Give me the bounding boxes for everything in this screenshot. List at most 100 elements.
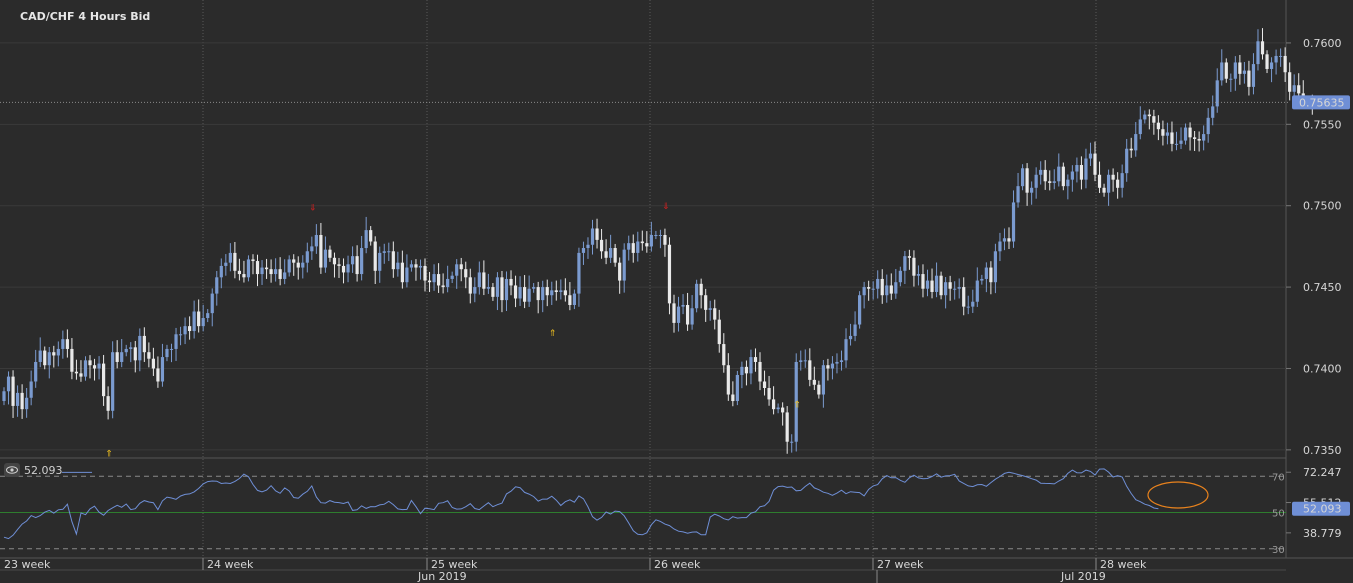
candle-body (794, 361, 798, 442)
candle-body (1256, 41, 1260, 65)
candle-body (314, 235, 318, 247)
candle-body (197, 311, 201, 327)
candle-body (1242, 70, 1246, 74)
candle-body (1288, 72, 1292, 92)
candle-body (1088, 153, 1093, 159)
month-label: Jun 2019 (417, 570, 467, 583)
candle-body (1138, 119, 1142, 135)
candle-body (1292, 85, 1296, 92)
candle-body (1057, 166, 1061, 182)
candle-body (953, 288, 957, 290)
candle-body (328, 249, 332, 258)
candle-body (925, 280, 930, 289)
candle-body (962, 287, 966, 307)
candle-body (1220, 62, 1224, 81)
candle-body (414, 264, 418, 268)
price-tick-label: 0.7600 (1303, 37, 1342, 50)
candle-body (581, 248, 586, 253)
candle-body (1197, 138, 1201, 141)
candle-body (609, 248, 613, 258)
candle-body (934, 275, 939, 292)
candle-body (151, 358, 155, 369)
candle-body (853, 324, 857, 336)
candle-body (1116, 179, 1120, 188)
candle-body (971, 301, 975, 307)
candle-body (799, 360, 803, 362)
candle-body (418, 265, 423, 268)
candle-body (355, 256, 359, 275)
candle-body (6, 376, 11, 392)
candle-body (509, 278, 513, 286)
candle-body (446, 278, 450, 288)
candle-body (527, 288, 531, 302)
eye-icon[interactable] (4, 463, 20, 477)
candle-body (1125, 148, 1129, 174)
candle-body (482, 272, 486, 289)
candle-body (513, 285, 518, 299)
fractal-up-marker: ⇓ (662, 202, 670, 212)
candle-body (613, 248, 617, 263)
candle-body (690, 308, 694, 325)
price-tick-label: 0.7400 (1303, 362, 1342, 375)
candle-body (826, 365, 830, 369)
rsi-indicator-header[interactable]: 52.093 (4, 463, 63, 477)
week-label: 27 week (877, 558, 924, 571)
candle-body (287, 259, 291, 273)
candle-body (545, 287, 549, 296)
candle-body (147, 352, 151, 359)
candle-body (731, 394, 735, 402)
candle-body (1097, 174, 1102, 188)
candle-body (1034, 174, 1038, 188)
candle-body (101, 363, 106, 397)
candle-body (215, 277, 219, 294)
candle-body (695, 283, 699, 309)
candle-body (387, 251, 391, 253)
candle-body (178, 334, 183, 336)
candle-body (29, 381, 33, 398)
candle-body (599, 239, 604, 252)
candle-body (572, 293, 577, 305)
candle-body (269, 269, 273, 275)
candle-body (948, 282, 952, 289)
candle-body (1061, 166, 1065, 187)
candle-body (1134, 134, 1138, 151)
candle-body (1039, 169, 1043, 175)
candle-body (20, 392, 24, 410)
candle-body (423, 265, 427, 281)
rsi-current-badge (1292, 501, 1350, 516)
candle-body (138, 335, 142, 361)
candle-body (369, 230, 373, 242)
candle-body (274, 269, 278, 275)
candle-body (201, 318, 205, 327)
candle-body (713, 308, 717, 320)
candle-body (92, 365, 97, 369)
candle-body (391, 251, 395, 270)
candle-body (491, 287, 495, 297)
candle-body (1002, 238, 1007, 242)
candle-body (1211, 106, 1215, 118)
candle-body (210, 293, 214, 314)
candle-body (817, 384, 821, 395)
candle-body (762, 381, 767, 389)
candle-body (903, 256, 907, 271)
candle-body (921, 274, 925, 289)
fractal-markers: ⇓ ⇓ ⇑ ⇑ ⇑ (105, 202, 801, 459)
candle-body (867, 287, 871, 289)
candle-body (1030, 187, 1034, 193)
candle-body (663, 235, 667, 245)
candle-body (1011, 202, 1016, 242)
candle-body (844, 339, 848, 361)
candle-body (1152, 116, 1156, 123)
week-label: 28 week (1100, 558, 1147, 571)
candle-body (1283, 55, 1287, 73)
candle-body (749, 357, 753, 374)
current-price-badge (1292, 95, 1350, 110)
candle-body (260, 267, 264, 275)
candle-body (1279, 55, 1283, 57)
candle-body (56, 348, 60, 356)
candle-body (341, 265, 346, 273)
candle-body (876, 278, 880, 289)
candle-body (242, 274, 246, 278)
candle-body (907, 256, 911, 258)
